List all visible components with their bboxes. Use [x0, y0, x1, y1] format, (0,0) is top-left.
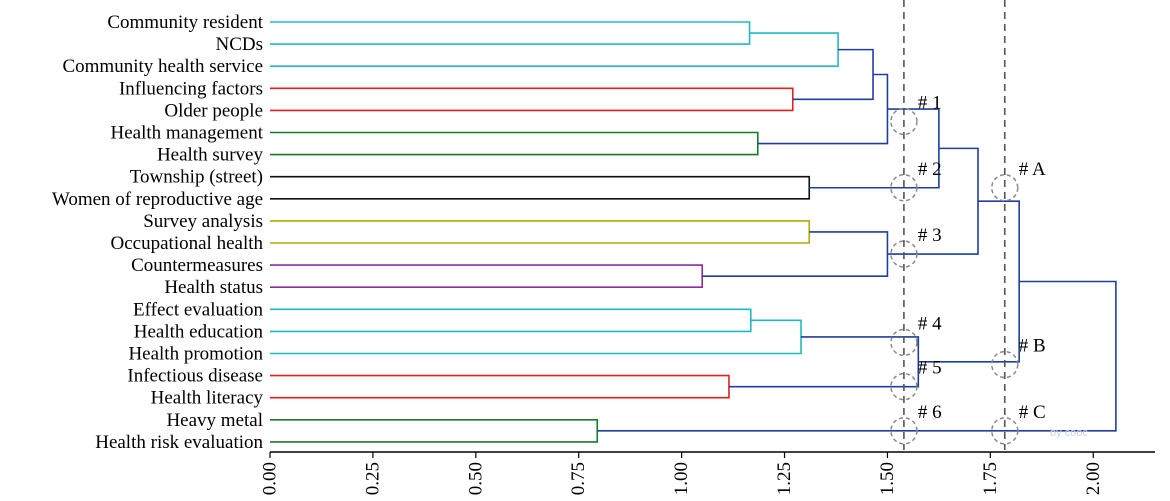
dendrogram-link: [270, 419, 599, 443]
x-tick-label: 0.00: [260, 462, 281, 495]
leaf-label: Township (street): [130, 167, 263, 188]
annotation-circle: [890, 240, 918, 268]
leaf-label: Influencing factors: [119, 78, 263, 99]
dendrogram-link: [792, 48, 874, 101]
annotation-circle: [890, 328, 918, 357]
annotation-circle: [890, 107, 918, 136]
annotation-circle: [890, 372, 918, 401]
dendrogram-link: [270, 264, 704, 288]
leaf-label: Heavy metal: [166, 410, 263, 431]
x-tick-label: 2.00: [1083, 462, 1104, 495]
dendrogram-link: [270, 87, 794, 112]
dendrogram-link: [809, 108, 940, 189]
dendrogram-link: [270, 308, 752, 333]
annotation-label: # A: [1019, 159, 1046, 180]
annotation-label: # 6: [918, 402, 942, 423]
dendrogram-link: [702, 231, 889, 277]
dendrogram-link: [270, 32, 839, 67]
leaf-label: Health status: [164, 277, 263, 298]
x-tick-label: 0.75: [568, 462, 589, 495]
x-axis: 0.00 0.25 0.50 0.75 1.00 1.25 1.50 1.75 2.00: [260, 451, 1155, 495]
leaf-label: Infectious disease: [127, 366, 263, 387]
leaf-label: Health education: [134, 321, 264, 342]
leaf-label: Survey analysis: [143, 211, 263, 232]
x-tick-label: 1.25: [774, 462, 795, 495]
leaf-label: Effect evaluation: [133, 299, 263, 320]
leaf-label: Countermeasures: [131, 255, 263, 276]
x-tick-label: 1.75: [980, 462, 1001, 495]
annotation-label: # 3: [918, 225, 942, 246]
leaf-label: Women of reproductive age: [52, 189, 263, 210]
annotation-label: # 1: [918, 92, 942, 113]
leaf-label: Health promotion: [128, 344, 263, 365]
annotation-circle: [890, 174, 918, 202]
cut-lines: [903, 0, 1006, 450]
x-tick-label: 1.00: [671, 462, 692, 495]
dendrogram-link: [270, 131, 759, 156]
leaf-label: Health management: [111, 123, 264, 144]
dendrogram-branches: [270, 21, 1117, 443]
annotation-label: # 5: [918, 358, 942, 379]
dendrogram-link: [270, 220, 811, 244]
dendrogram-link: [270, 21, 751, 45]
leaf-label: Health survey: [157, 145, 264, 166]
annotation-label: # 4: [918, 313, 942, 334]
annotation-circle: [890, 417, 918, 445]
leaf-label: Older people: [164, 100, 263, 121]
x-tick-label: 0.25: [362, 462, 383, 495]
dendrogram-link: [757, 73, 889, 145]
dendrogram-link: [270, 374, 730, 399]
x-tick-label: 1.50: [877, 462, 898, 495]
x-tick-label: 0.50: [465, 462, 486, 495]
leaf-label: Community resident: [107, 12, 263, 33]
leaf-label: Occupational health: [111, 233, 264, 254]
annotation-label: # B: [1019, 336, 1046, 357]
dendrogram-link: [918, 200, 1020, 363]
dendrogram-link: [597, 280, 1117, 432]
dendrogram-link: [270, 319, 802, 355]
watermark: by cooc: [1050, 427, 1088, 439]
leaf-label: Community health service: [62, 56, 263, 77]
annotation-circle: [991, 350, 1019, 379]
leaf-label: Health risk evaluation: [95, 432, 263, 453]
annotation-label: # C: [1019, 402, 1046, 423]
cluster-annotations: # 1 # 2 # 3 # 4 # 5 # 6 # A # B # C: [890, 92, 1046, 445]
dendrogram-link: [270, 175, 811, 200]
leaf-label: NCDs: [215, 34, 263, 55]
annotation-circle: [991, 174, 1019, 202]
annotation-circle: [991, 417, 1019, 445]
annotation-label: # 2: [918, 159, 942, 180]
leaf-label: Health literacy: [151, 388, 264, 409]
dendrogram-link: [728, 336, 920, 388]
